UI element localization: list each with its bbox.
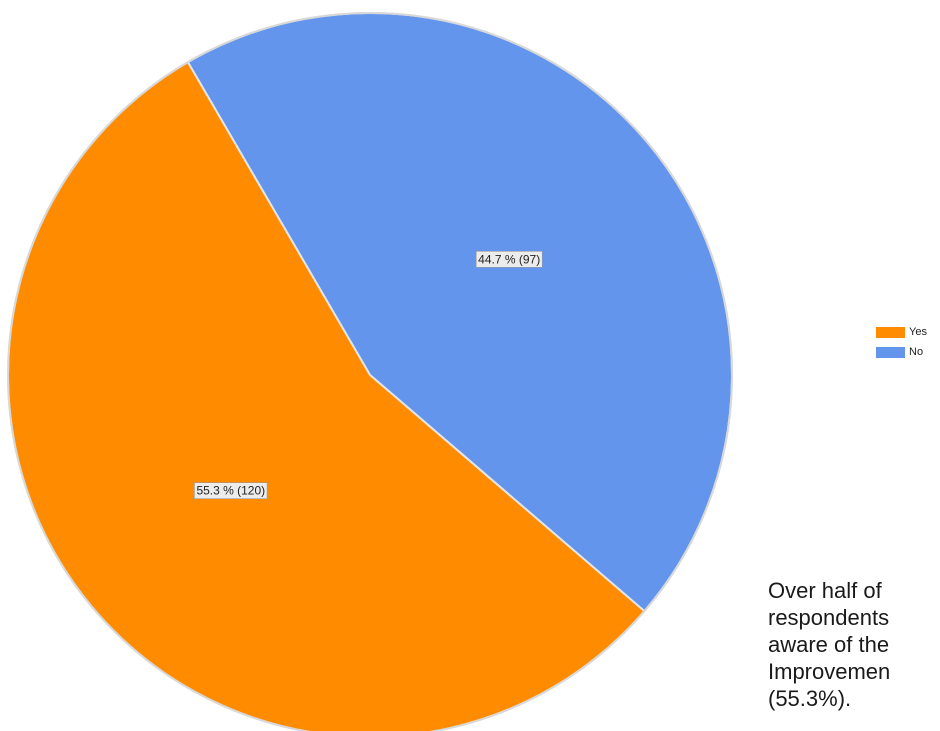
data-label-yes: 55.3 % (120)	[194, 482, 268, 500]
data-label-text-no: 44.7 % (97)	[478, 252, 540, 266]
data-label-box-yes	[194, 482, 268, 500]
legend-item-no: No	[876, 342, 927, 362]
legend-swatch-no	[876, 346, 905, 358]
chart-legend: Yes No	[876, 322, 927, 362]
legend-item-yes: Yes	[876, 322, 927, 342]
data-label-no: 44.7 % (97)	[475, 251, 543, 268]
data-label-box-no	[475, 251, 543, 268]
legend-label-yes: Yes	[909, 326, 927, 338]
pie-outline	[7, 12, 733, 731]
legend-swatch-yes	[876, 326, 905, 338]
summary-caption: Over half of respondents aware of the Im…	[768, 578, 891, 711]
legend-label-no: No	[909, 346, 924, 358]
data-label-text-yes: 55.3 % (120)	[196, 484, 265, 498]
